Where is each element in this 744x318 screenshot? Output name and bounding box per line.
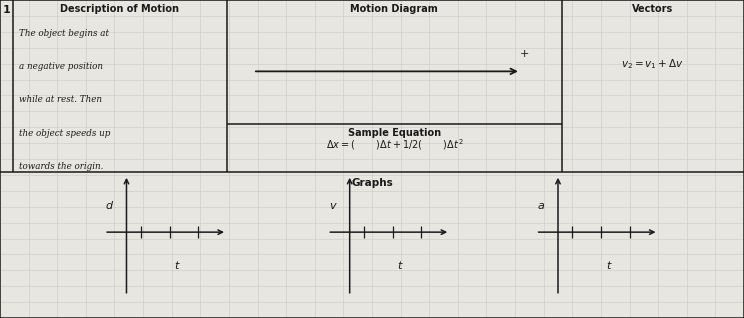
- Text: while at rest. Then: while at rest. Then: [19, 95, 102, 104]
- Text: +: +: [520, 49, 529, 59]
- Text: Sample Equation: Sample Equation: [347, 128, 441, 138]
- Text: a: a: [538, 201, 545, 211]
- Text: Graphs: Graphs: [351, 178, 393, 188]
- Text: t: t: [606, 261, 610, 271]
- Text: Vectors: Vectors: [632, 4, 673, 14]
- Text: 1: 1: [2, 5, 10, 15]
- Text: a negative position: a negative position: [19, 62, 103, 71]
- Text: d: d: [106, 201, 113, 211]
- Text: t: t: [175, 261, 179, 271]
- Text: t: t: [398, 261, 402, 271]
- Text: Motion Diagram: Motion Diagram: [350, 4, 438, 14]
- Text: $\Delta x = ($       $)\Delta t + 1/2($       $)\Delta t^2$: $\Delta x = ($ $)\Delta t + 1/2($ $)\Del…: [326, 137, 463, 152]
- Text: $v_2 = v_1 + \Delta v$: $v_2 = v_1 + \Delta v$: [621, 57, 684, 71]
- Text: v: v: [330, 201, 336, 211]
- Text: The object begins at: The object begins at: [19, 29, 109, 38]
- Text: the object speeds up: the object speeds up: [19, 129, 110, 138]
- Text: towards the origin.: towards the origin.: [19, 162, 103, 171]
- Text: Description of Motion: Description of Motion: [60, 4, 179, 14]
